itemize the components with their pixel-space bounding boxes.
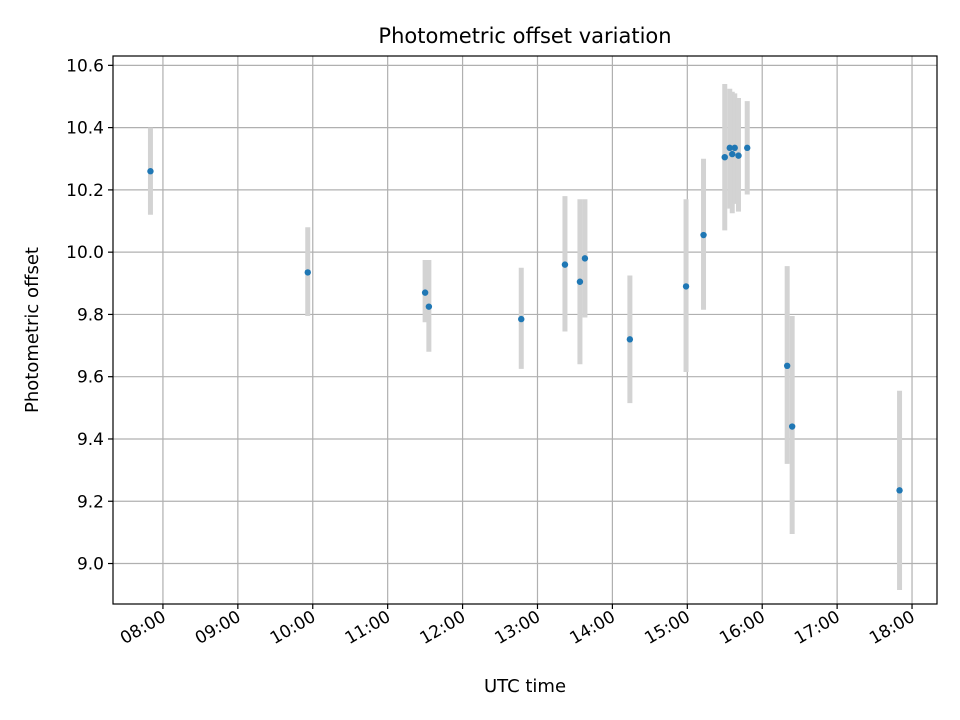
y-tick-label: 9.6 [77,368,104,388]
data-point [700,231,707,239]
y-tick-label: 10.2 [66,181,104,201]
data-point [304,269,311,276]
data-point [561,261,569,268]
y-tick-label: 10.0 [66,243,104,263]
data-point [682,283,690,290]
data-point [626,336,634,343]
data-point [147,168,154,175]
y-tick-label: 9.2 [77,492,104,512]
data-point [425,303,433,310]
data-point [518,315,525,323]
y-axis-label: Photometric offset [22,247,43,413]
grid-lines [113,56,937,604]
data-points [147,144,903,494]
data-point [421,289,429,296]
data-point [576,278,584,285]
y-tick-label: 10.4 [66,119,104,139]
data-point [783,362,791,370]
data-point [731,144,738,152]
y-tick-label: 9.0 [77,555,104,575]
y-tick-label: 9.8 [77,305,104,325]
data-point [721,153,728,161]
y-axis-ticks: 9.0 9.2 9.4 9.6 9.8 10.0 10.2 10.4 10.6 [66,56,113,575]
data-point [744,144,751,152]
data-point [735,152,742,159]
data-point [788,423,796,430]
data-point [896,487,903,494]
chart-title: Photometric offset variation [378,24,671,48]
data-point [726,144,733,152]
y-tick-label: 9.4 [77,430,104,450]
x-axis-label: UTC time [484,676,566,697]
data-point [581,255,589,262]
data-point [729,150,736,158]
y-tick-label: 10.6 [66,56,104,76]
plot-frame [112,55,938,605]
